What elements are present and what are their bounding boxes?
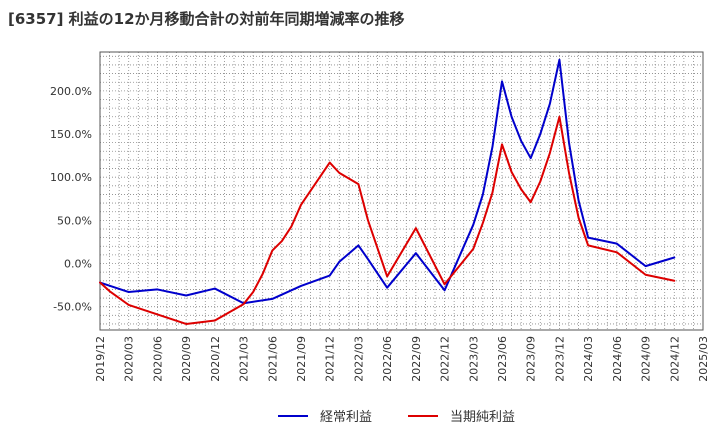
legend: 経常利益 当期純利益 — [278, 410, 515, 425]
x-tick-label: 2023/03 — [467, 336, 480, 382]
y-tick-label: 100.0% — [50, 171, 92, 184]
y-tick-label: 0.0% — [64, 258, 92, 271]
grid-lines — [99, 52, 704, 330]
x-tick-label: 2021/06 — [266, 336, 279, 382]
x-tick-label: 2021/03 — [238, 336, 251, 382]
y-axis: -50.0% 0.0% 50.0% 100.0% 150.0% 200.0% — [50, 85, 92, 314]
series-line-2 — [99, 115, 676, 325]
x-tick-label: 2022/06 — [381, 336, 394, 382]
x-tick-label: 2023/06 — [496, 336, 509, 382]
y-tick-label: -50.0% — [53, 301, 92, 314]
x-tick-label: 2021/09 — [295, 336, 308, 382]
legend-label-1: 経常利益 — [320, 410, 372, 425]
x-tick-label: 2020/03 — [123, 336, 136, 382]
x-tick-label: 2022/03 — [352, 336, 365, 382]
y-tick-label: 200.0% — [50, 85, 92, 98]
plot-background — [100, 52, 703, 330]
x-axis: 2019/12 2020/03 2020/06 2020/09 2020/12 2021/… — [94, 336, 710, 382]
x-tick-label: 2024/03 — [582, 336, 595, 382]
legend-label-2: 当期純利益 — [450, 410, 515, 425]
x-tick-label: 2022/09 — [410, 336, 423, 382]
y-tick-label: 150.0% — [50, 128, 92, 141]
x-tick-label: 2020/12 — [209, 336, 222, 382]
x-tick-label: 2023/09 — [525, 336, 538, 382]
series-lines — [99, 58, 676, 325]
y-tick-label: 50.0% — [57, 214, 92, 227]
x-tick-label: 2022/12 — [439, 336, 452, 382]
x-tick-label: 2024/12 — [668, 336, 681, 382]
x-tick-label: 2023/12 — [553, 336, 566, 382]
x-tick-label: 2019/12 — [94, 336, 107, 382]
chart-title: [6357] 利益の12か月移動合計の対前年同期増減率の推移 — [8, 10, 405, 28]
x-tick-label: 2025/03 — [697, 336, 710, 382]
x-tick-label: 2020/09 — [180, 336, 193, 382]
x-tick-label: 2024/09 — [640, 336, 653, 382]
x-tick-label: 2024/06 — [611, 336, 624, 382]
x-tick-label: 2021/12 — [324, 336, 337, 382]
x-tick-label: 2020/06 — [151, 336, 164, 382]
plot-border — [99, 51, 704, 331]
